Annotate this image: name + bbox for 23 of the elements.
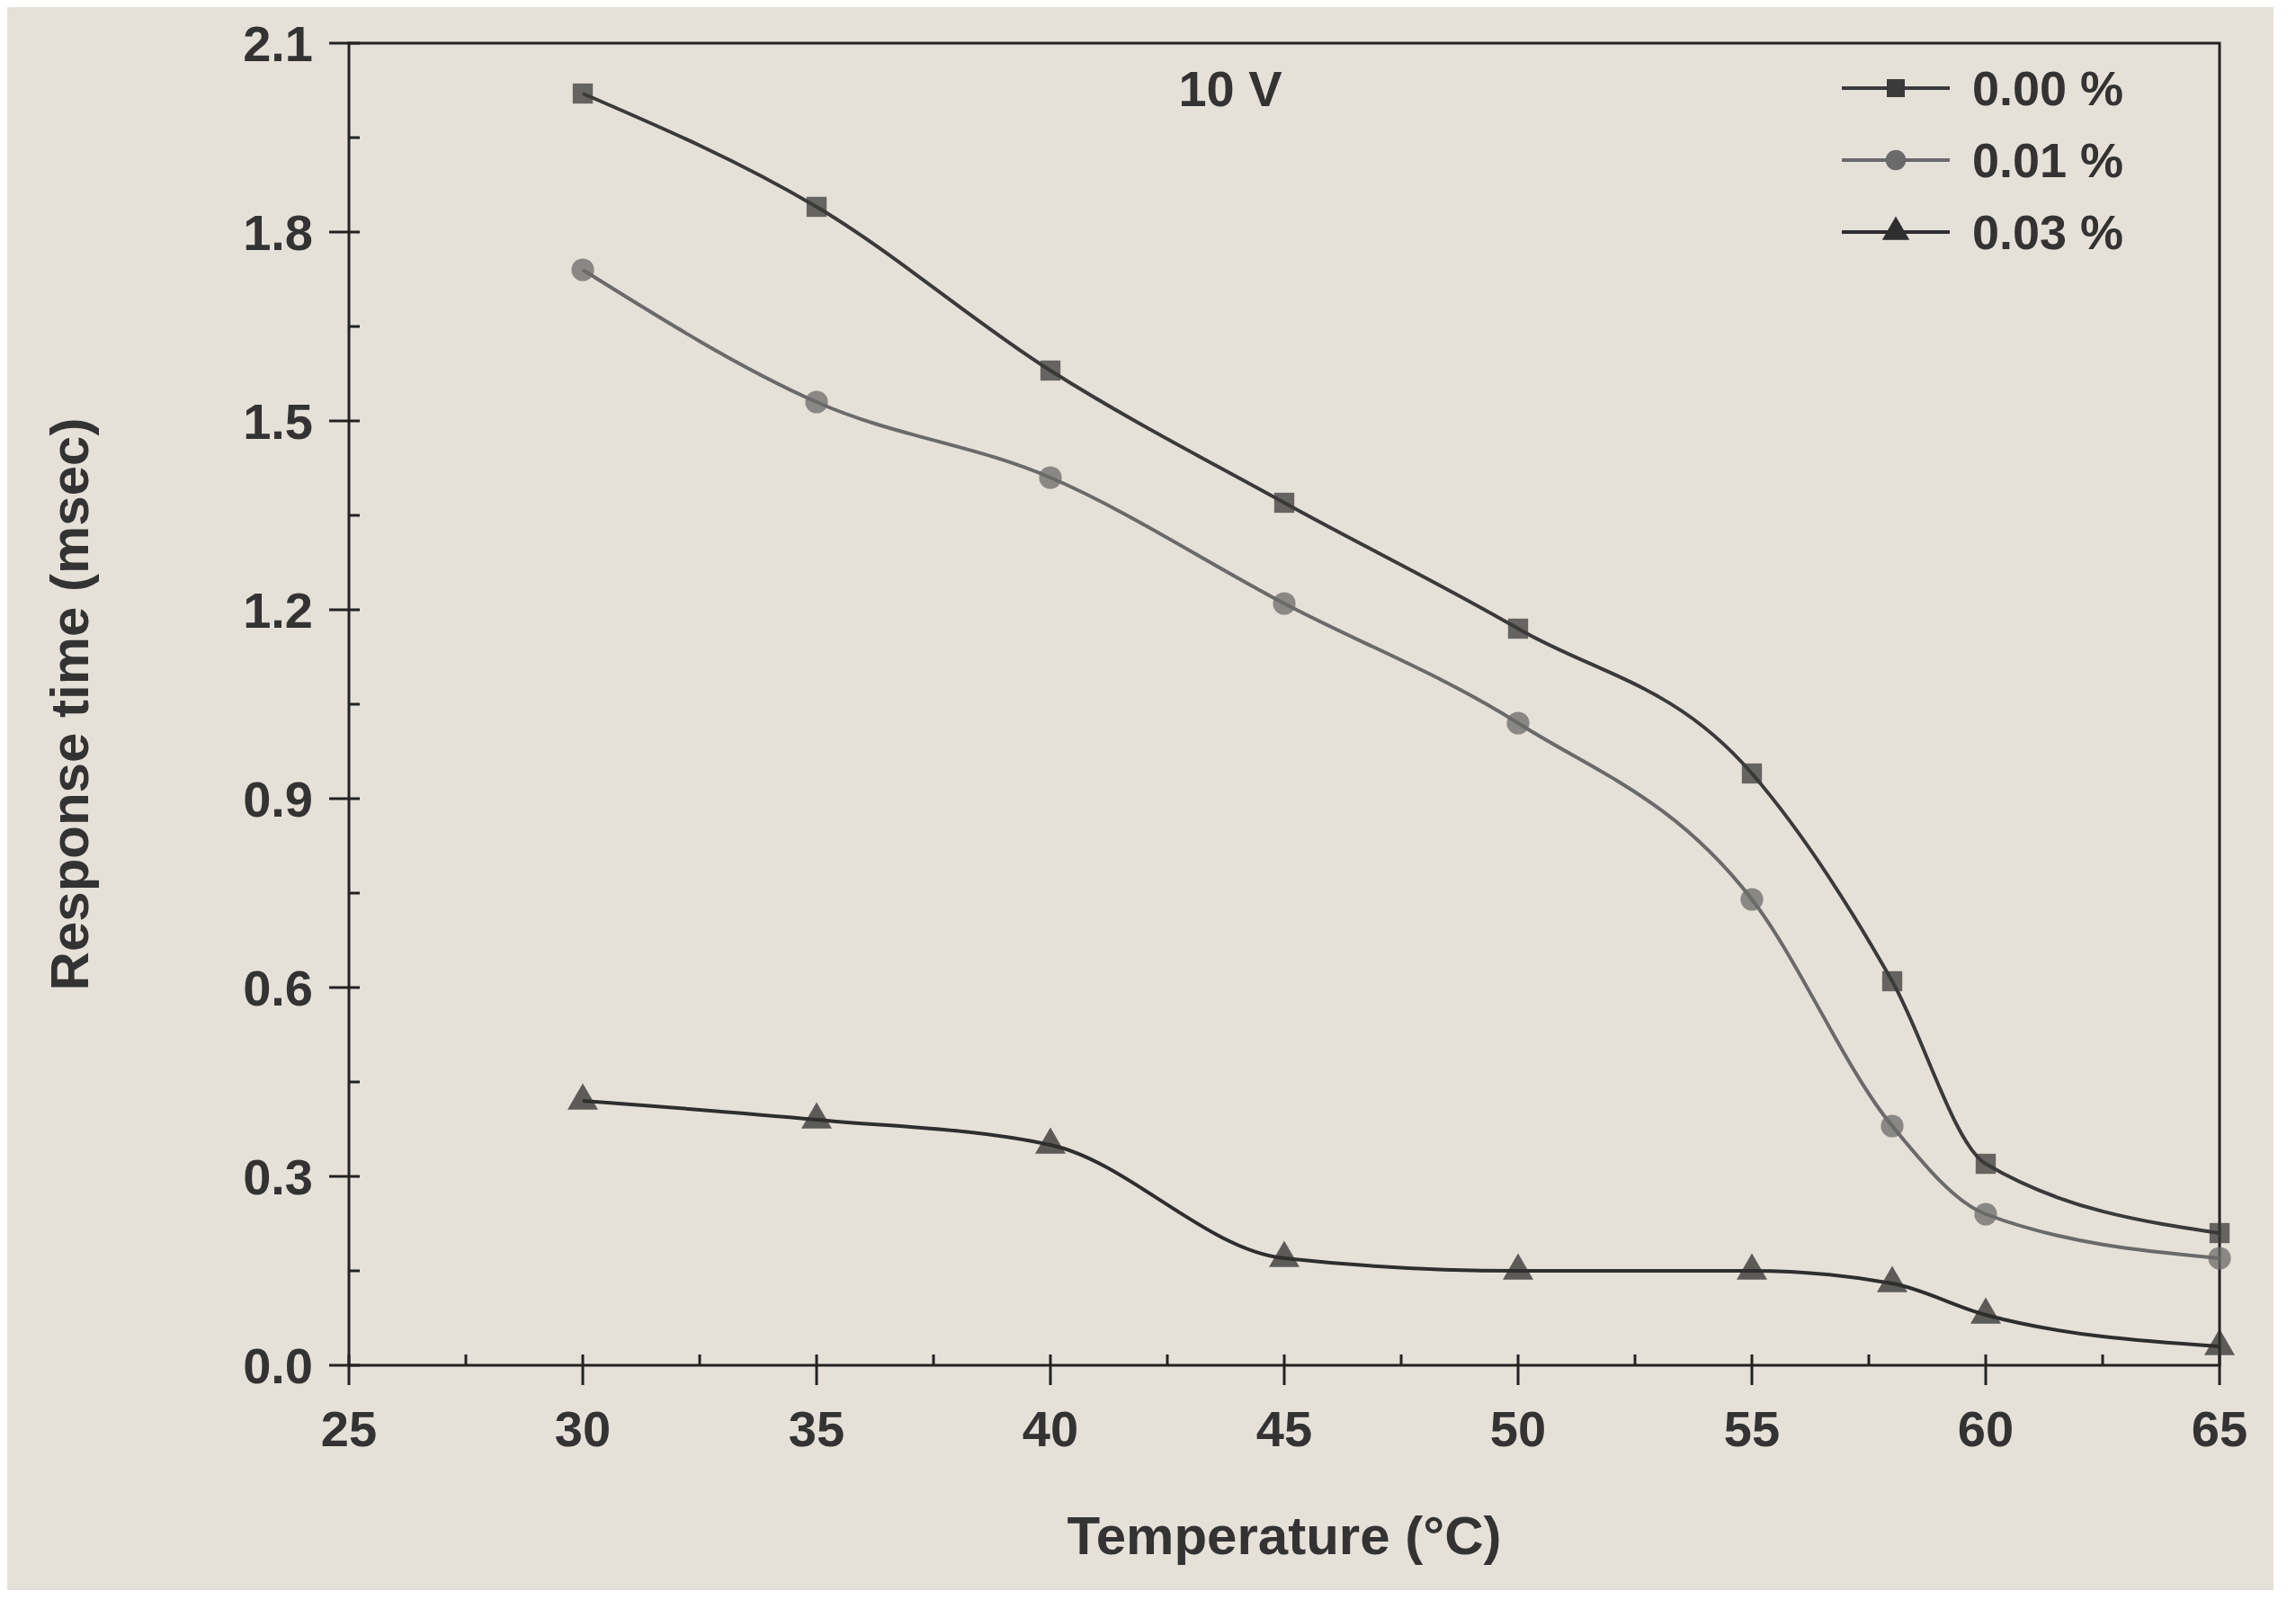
y-tick-label: 2.1	[243, 14, 313, 72]
y-axis-title: Response time (msec)	[40, 417, 100, 991]
x-tick-label: 40	[1022, 1400, 1079, 1457]
x-tick-label: 65	[2191, 1400, 2248, 1457]
y-tick-label: 1.5	[243, 392, 313, 450]
y-tick-label: 1.8	[243, 203, 313, 261]
x-tick-label: 35	[788, 1400, 845, 1457]
y-tick-label: 0.9	[243, 770, 313, 827]
annotation: 10 V	[1178, 60, 1282, 117]
legend-label: 0.01 %	[1972, 132, 2124, 187]
y-tick-label: 1.2	[243, 581, 313, 639]
y-tick-label: 0.3	[243, 1148, 313, 1205]
x-tick-label: 55	[1723, 1400, 1781, 1457]
x-tick-label: 30	[554, 1400, 612, 1457]
x-tick-label: 45	[1255, 1400, 1313, 1457]
x-tick-label: 50	[1489, 1400, 1547, 1457]
legend-label: 0.00 %	[1972, 60, 2124, 115]
x-tick-label: 60	[1957, 1400, 2015, 1457]
legend-label: 0.03 %	[1972, 204, 2124, 259]
x-axis-title: Temperature (°C)	[1067, 1506, 1502, 1566]
x-tick-label: 25	[320, 1400, 378, 1457]
y-tick-label: 0.0	[243, 1336, 313, 1394]
y-tick-label: 0.6	[243, 959, 313, 1016]
